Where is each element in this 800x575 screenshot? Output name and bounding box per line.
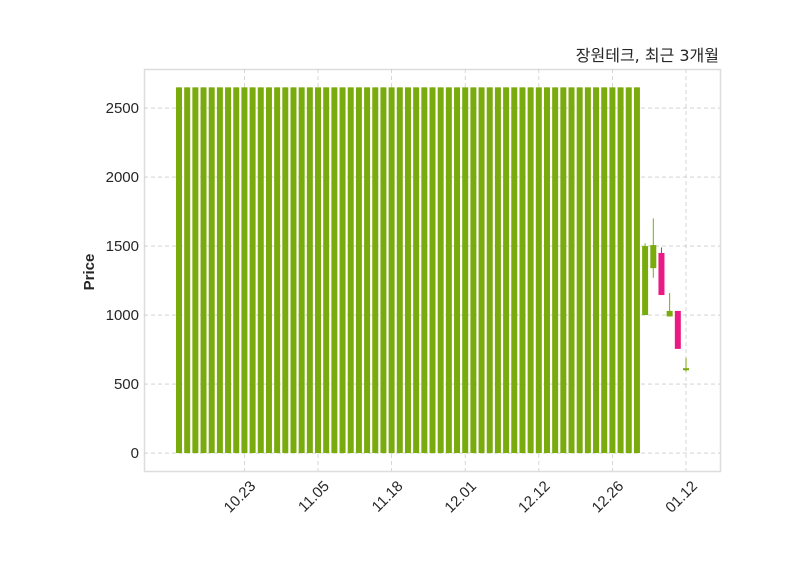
candle-down (658, 252, 665, 296)
candle-up (609, 87, 616, 454)
candle-up (192, 87, 199, 454)
candle-up (633, 87, 640, 454)
candle-up (372, 87, 379, 454)
y-tick-label: 2000 (106, 169, 139, 186)
candle-up (429, 87, 436, 454)
candle-up (527, 87, 534, 454)
candle-up (347, 87, 354, 454)
candle-up (437, 87, 444, 454)
candle-up (331, 87, 338, 454)
candle-up (666, 310, 673, 317)
x-tick-label: 01.12 (662, 478, 701, 517)
x-tick-label: 12.01 (441, 478, 480, 517)
candle-up (576, 87, 583, 454)
candle-up (176, 87, 182, 454)
candle-up (355, 87, 362, 454)
candle-up (257, 87, 264, 454)
candle-up (486, 87, 493, 454)
candle-up (306, 87, 313, 454)
y-axis-label: Price (81, 254, 98, 291)
candle-up (584, 87, 591, 454)
candle-up (233, 87, 240, 454)
candle-up (642, 246, 649, 316)
candle-up (543, 87, 550, 454)
candle-up (625, 87, 632, 454)
candle-up (290, 87, 297, 454)
candle-up (462, 87, 469, 454)
x-tick-label: 10.23 (221, 478, 260, 517)
x-ticks: 10.23 11.05 11.18 12.01 12.12 12.26 01.12 (221, 478, 701, 517)
candle-up (241, 87, 248, 454)
y-ticks: 0 500 1000 1500 2000 2500 (106, 100, 139, 462)
candle-up (216, 87, 223, 454)
candle-up (617, 87, 624, 454)
candle-up (519, 87, 526, 454)
candle-up (683, 368, 689, 371)
candle-up (494, 87, 501, 454)
candle-up (470, 87, 477, 454)
y-tick-label: 1000 (106, 307, 139, 324)
candle-up (503, 87, 510, 454)
candle-up (535, 87, 542, 454)
chart-title: 장원테크, 최근 3개월 (576, 46, 719, 65)
candle-up (282, 87, 289, 454)
y-tick-label: 1500 (106, 238, 139, 255)
candle-up (388, 87, 395, 454)
candle-up (396, 87, 403, 454)
candle-up (225, 87, 232, 454)
candle-down (674, 310, 681, 349)
x-tick-label: 11.05 (295, 478, 333, 516)
candle-up (339, 87, 346, 454)
candle-up (511, 87, 518, 454)
candle-up (421, 87, 428, 454)
candle-up (601, 87, 608, 454)
candle-up (568, 87, 575, 454)
candle-up (364, 87, 371, 454)
candle-up (200, 87, 207, 454)
candle-up (184, 87, 191, 454)
candle-up (298, 87, 305, 454)
candle-up (445, 87, 452, 454)
y-tick-label: 500 (114, 376, 139, 393)
candle-up (274, 87, 281, 454)
x-tick-label: 12.26 (589, 478, 628, 517)
candle-up (560, 87, 567, 454)
candle-up (249, 87, 256, 454)
candles (176, 87, 689, 454)
candle-up (454, 87, 461, 454)
candle-up (552, 87, 559, 454)
candle-up (315, 87, 322, 454)
x-tick-label: 11.18 (369, 478, 407, 516)
candle-up (650, 245, 657, 269)
candle-up (478, 87, 485, 454)
x-tick-label: 12.12 (515, 478, 554, 517)
candle-up (208, 87, 215, 454)
y-tick-label: 2500 (106, 100, 139, 117)
candle-up (413, 87, 420, 454)
candle-up (265, 87, 272, 454)
candle-up (404, 87, 411, 454)
candle-up (593, 87, 600, 454)
y-tick-label: 0 (131, 445, 139, 462)
candle-up (380, 87, 387, 454)
candle-up (323, 87, 330, 454)
